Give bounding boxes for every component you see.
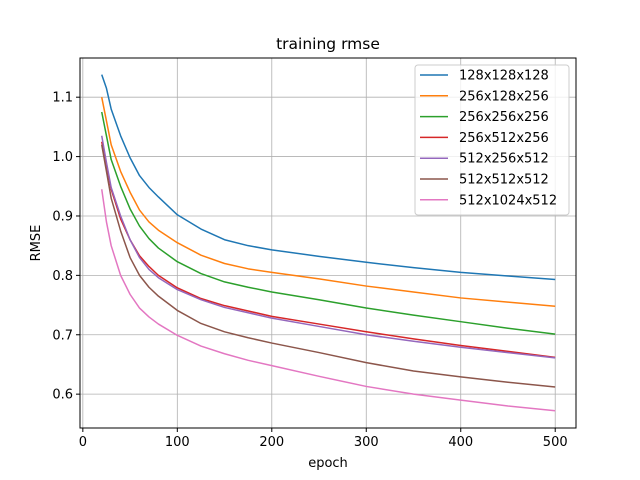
y-tick-label: 1.1 (52, 91, 73, 106)
y-axis-label: RMSE (29, 225, 44, 262)
series-line-256x128x256 (100, 97, 556, 307)
y-tick-label: 0.9 (52, 209, 73, 224)
axis-ticks: 0 100 200 300 400 500 0.6 0.7 0.8 0.9 1.0 1.1 (52, 91, 567, 450)
x-tick-label: 300 (354, 435, 379, 450)
legend-label: 512x1024x512 (459, 193, 557, 208)
legend-label: 512x512x512 (459, 173, 549, 188)
series-line-128x128x128 (101, 74, 556, 281)
series-lines (100, 74, 556, 412)
series-line-512x512x512 (100, 144, 556, 388)
series-line-512x256x512 (100, 135, 556, 359)
series-line-256x256x256 (100, 111, 556, 335)
x-axis-label: epoch (308, 456, 348, 471)
series-line-256x512x256 (100, 141, 556, 359)
x-tick-label: 500 (543, 435, 568, 450)
legend: 128x128x128 256x128x256 256x256x256 256x512… (414, 64, 570, 216)
x-tick-label: 0 (79, 435, 87, 450)
legend-box (414, 64, 570, 216)
plot-frame (79, 57, 577, 429)
y-tick-label: 0.8 (52, 269, 73, 284)
x-tick-label: 400 (448, 435, 473, 450)
legend-label: 256x256x256 (459, 110, 549, 125)
legend-label: 256x128x256 (459, 89, 549, 104)
legend-label: 128x128x128 (459, 69, 549, 84)
legend-label: 256x512x256 (459, 131, 549, 146)
y-tick-label: 0.7 (52, 328, 73, 343)
y-tick-label: 1.0 (52, 150, 73, 165)
legend-label: 512x256x512 (459, 152, 549, 167)
y-tick-label: 0.6 (52, 388, 73, 403)
x-tick-label: 100 (165, 435, 190, 450)
series-line-512x1024x512 (100, 189, 556, 412)
chart-title: training rmse (276, 35, 380, 53)
x-tick-label: 200 (259, 435, 284, 450)
